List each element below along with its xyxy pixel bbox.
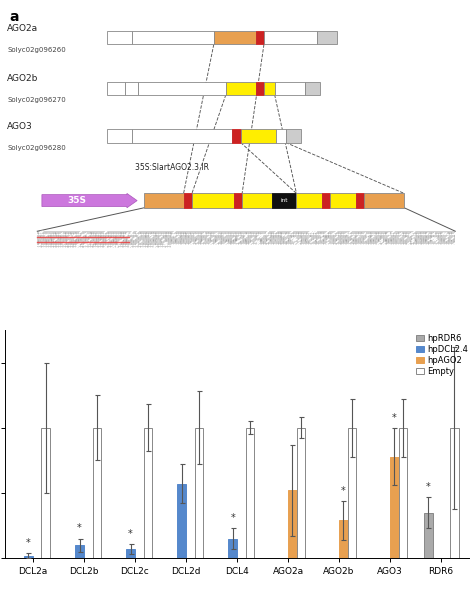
Bar bbox=[424, 512, 432, 558]
Legend: hpRDR6, hpDCL2.4, hpAGO2, Empty: hpRDR6, hpDCL2.4, hpAGO2, Empty bbox=[414, 332, 470, 378]
Bar bbox=[296, 193, 322, 208]
Bar bbox=[318, 31, 337, 45]
Bar bbox=[144, 193, 183, 208]
Bar bbox=[37, 231, 456, 233]
Text: AGO2b: AGO2b bbox=[7, 74, 38, 83]
Bar bbox=[365, 193, 404, 208]
Bar bbox=[192, 193, 234, 208]
Bar bbox=[450, 428, 458, 558]
Bar bbox=[107, 129, 132, 143]
Bar bbox=[228, 539, 237, 558]
Bar bbox=[137, 82, 226, 95]
Bar bbox=[348, 428, 356, 558]
Bar bbox=[144, 428, 152, 558]
Bar bbox=[275, 129, 286, 143]
Bar bbox=[37, 235, 456, 236]
Text: AGO3: AGO3 bbox=[7, 122, 33, 131]
Bar bbox=[126, 549, 135, 558]
Bar bbox=[125, 82, 137, 95]
Bar bbox=[241, 129, 275, 143]
Bar bbox=[195, 428, 203, 558]
Bar bbox=[255, 31, 264, 45]
Bar bbox=[37, 236, 456, 237]
Bar bbox=[288, 490, 297, 558]
Text: *: * bbox=[26, 538, 31, 548]
Text: 35S: 35S bbox=[67, 196, 86, 205]
Bar bbox=[24, 556, 33, 558]
Bar bbox=[37, 246, 171, 247]
Bar bbox=[177, 484, 186, 558]
Bar bbox=[132, 129, 232, 143]
Bar bbox=[75, 545, 84, 558]
Bar bbox=[37, 239, 456, 241]
Bar bbox=[37, 233, 456, 234]
Bar bbox=[107, 31, 132, 45]
Bar bbox=[272, 193, 296, 208]
Bar bbox=[214, 31, 255, 45]
Bar bbox=[356, 193, 365, 208]
Bar bbox=[390, 456, 399, 558]
Bar bbox=[42, 428, 50, 558]
Text: int: int bbox=[281, 198, 288, 203]
Bar bbox=[37, 244, 171, 245]
Bar bbox=[107, 82, 125, 95]
Bar bbox=[232, 129, 241, 143]
Bar bbox=[37, 241, 456, 242]
Bar bbox=[322, 193, 330, 208]
Bar bbox=[286, 129, 301, 143]
Bar bbox=[234, 193, 242, 208]
Bar bbox=[264, 82, 274, 95]
Text: *: * bbox=[128, 529, 133, 539]
FancyArrow shape bbox=[42, 193, 137, 208]
Text: *: * bbox=[230, 513, 235, 523]
Bar bbox=[339, 520, 348, 558]
Text: *: * bbox=[341, 486, 346, 496]
Text: Solyc02g096270: Solyc02g096270 bbox=[7, 97, 66, 103]
Text: a: a bbox=[9, 10, 19, 24]
Bar bbox=[274, 82, 305, 95]
Text: *: * bbox=[77, 523, 82, 533]
Bar bbox=[37, 243, 456, 244]
Bar bbox=[246, 428, 255, 558]
Bar bbox=[305, 82, 319, 95]
Text: AGO2a: AGO2a bbox=[7, 24, 38, 33]
Bar bbox=[226, 82, 256, 95]
Bar bbox=[256, 82, 264, 95]
Text: *: * bbox=[426, 482, 430, 492]
Bar bbox=[242, 193, 272, 208]
Bar bbox=[132, 31, 214, 45]
Text: Solyc02g096280: Solyc02g096280 bbox=[7, 145, 66, 151]
Text: Solyc02g096260: Solyc02g096260 bbox=[7, 47, 66, 53]
Bar bbox=[399, 428, 408, 558]
Bar bbox=[37, 238, 456, 239]
Bar bbox=[297, 428, 305, 558]
Text: *: * bbox=[392, 413, 397, 423]
Bar bbox=[183, 193, 192, 208]
Bar bbox=[330, 193, 356, 208]
Text: 35S:SlartAGO2.3 IR: 35S:SlartAGO2.3 IR bbox=[135, 163, 209, 171]
Bar bbox=[264, 31, 318, 45]
Bar bbox=[92, 428, 101, 558]
